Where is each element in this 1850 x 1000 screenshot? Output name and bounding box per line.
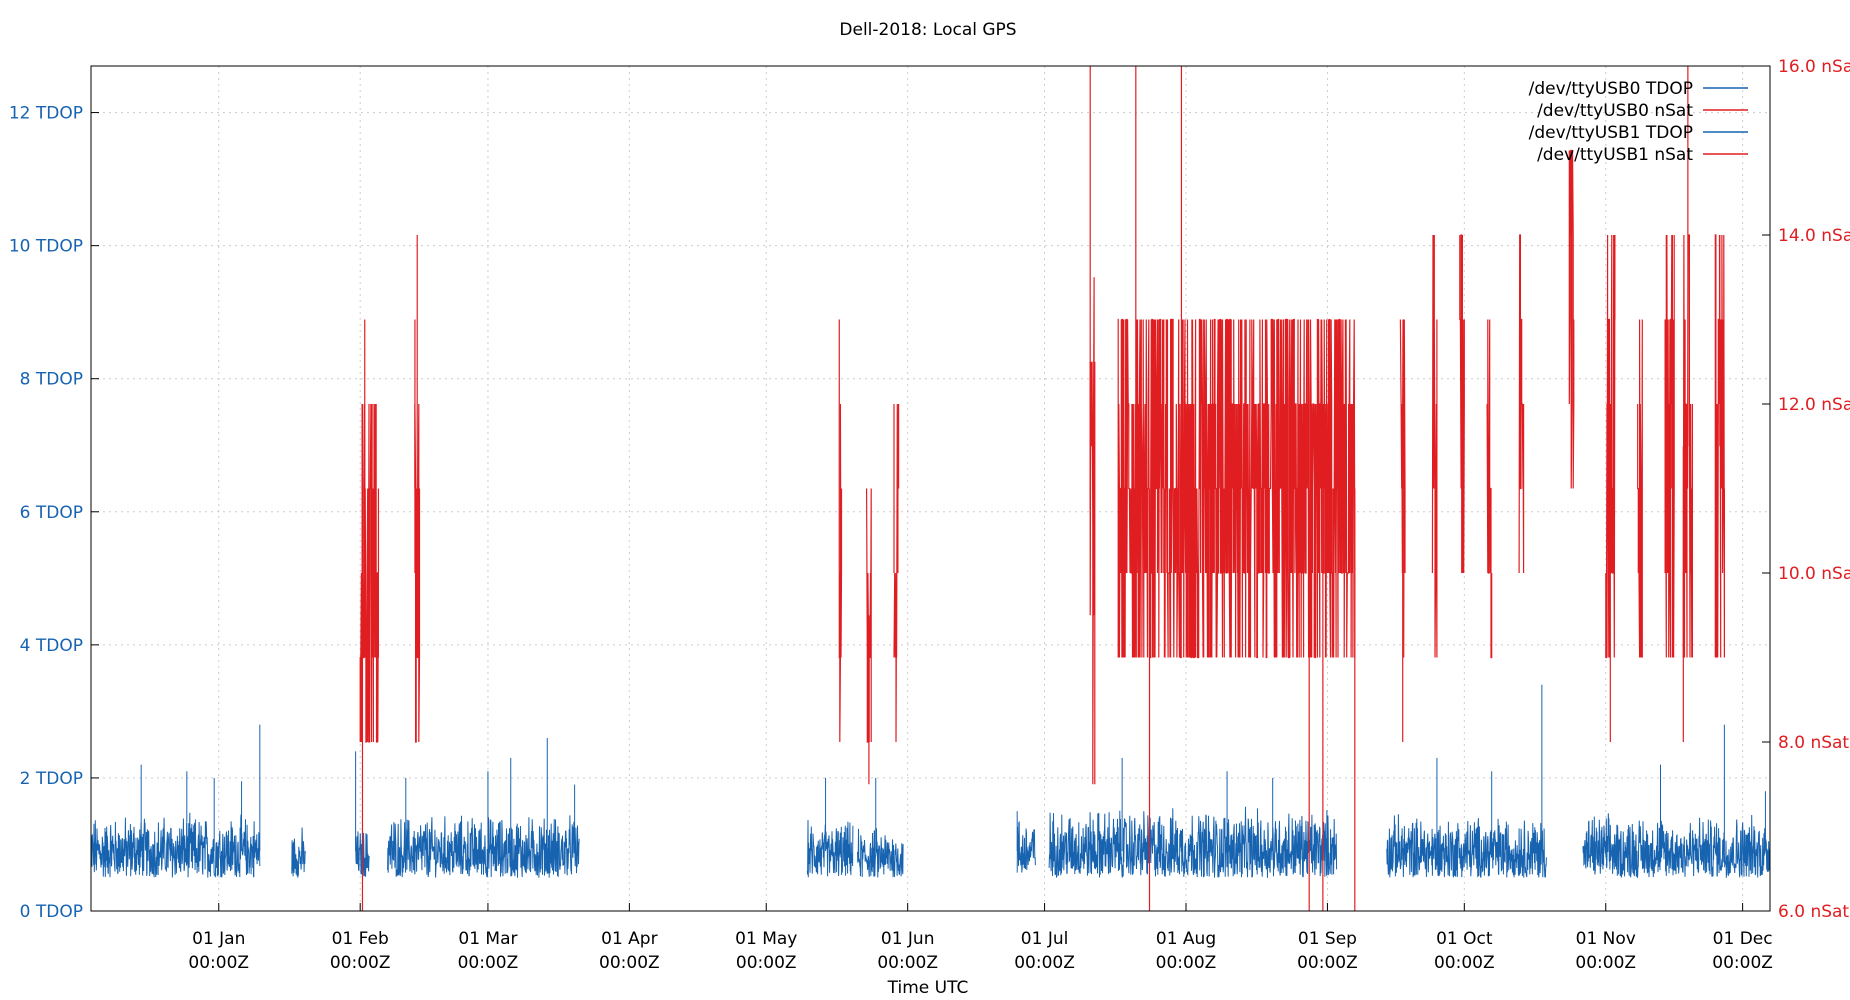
tdop-trace xyxy=(1016,821,1036,873)
y-left-tick-label: 8 TDOP xyxy=(20,370,83,390)
legend-label: /dev/ttyUSB0 TDOP xyxy=(1529,79,1693,99)
y-axis-left: 0 TDOP 2 TDOP 4 TDOP 6 TDOP 8 TDOP 10 TDOP 12 … xyxy=(9,104,99,922)
x-axis-label: Time UTC xyxy=(887,978,969,998)
tdop-trace xyxy=(857,828,904,878)
y-axis-right: 6.0 nSat 8.0 nSat 10.0 nSat 12.0 nSat 14.0 n… xyxy=(1762,57,1850,922)
nsat-trace xyxy=(1459,234,1465,574)
x-tick-sublabel: 00:00Z xyxy=(330,953,391,973)
x-tick-label: 01 Feb xyxy=(332,929,389,949)
x-tick-label: 01 Jul xyxy=(1021,929,1069,949)
x-tick-sublabel: 00:00Z xyxy=(1434,953,1495,973)
y-left-tick-label: 2 TDOP xyxy=(20,769,83,789)
y-right-tick-label: 12.0 nSat xyxy=(1778,395,1850,415)
nsat-trace xyxy=(1518,234,1525,574)
grid xyxy=(91,66,1770,911)
nsat-trace xyxy=(1399,319,1406,658)
x-tick-sublabel: 00:00Z xyxy=(1156,953,1217,973)
y-right-tick-label: 14.0 nSat xyxy=(1778,226,1850,246)
legend-label: /dev/ttyUSB0 nSat xyxy=(1537,101,1693,121)
tdop-trace xyxy=(387,815,580,878)
x-tick-label: 01 Nov xyxy=(1576,929,1636,949)
x-tick-sublabel: 00:00Z xyxy=(1575,953,1636,973)
x-tick-sublabel: 00:00Z xyxy=(1297,953,1358,973)
x-tick-label: 01 Sep xyxy=(1298,929,1357,949)
y-left-tick-label: 0 TDOP xyxy=(20,902,83,922)
tdop-trace xyxy=(291,827,306,878)
nsat-trace xyxy=(1637,319,1643,658)
nsat-trace xyxy=(1486,319,1493,659)
x-tick-sublabel: 00:00Z xyxy=(877,953,938,973)
x-tick-label: 01 Mar xyxy=(458,929,517,949)
x-tick-label: 01 Jan xyxy=(192,929,245,949)
legend-label: /dev/ttyUSB1 nSat xyxy=(1537,145,1693,165)
x-tick-label: 01 Jun xyxy=(881,929,935,949)
y-right-tick-label: 6.0 nSat xyxy=(1778,902,1849,922)
nsat-trace xyxy=(1431,234,1438,658)
tdop-trace xyxy=(90,812,261,878)
y-left-tick-label: 12 TDOP xyxy=(9,104,83,124)
x-tick-label: 01 Dec xyxy=(1713,929,1773,949)
y-left-tick-label: 6 TDOP xyxy=(20,503,83,523)
tdop-trace xyxy=(806,820,854,878)
y-right-tick-label: 16.0 nSat xyxy=(1778,57,1850,77)
y-right-tick-label: 10.0 nSat xyxy=(1778,564,1850,584)
nsat-series xyxy=(359,66,1726,911)
nsat-trace xyxy=(1089,277,1096,785)
x-axis: 01 Jan 00:00Z 01 Feb 00:00Z 01 Mar 00:00Z 01 A… xyxy=(188,903,1773,973)
plot-frame xyxy=(90,65,1771,912)
x-tick-label: 01 Apr xyxy=(601,929,657,949)
legend: /dev/ttyUSB0 TDOP/dev/ttyUSB0 nSat/dev/t… xyxy=(1529,79,1748,165)
legend-label: /dev/ttyUSB1 TDOP xyxy=(1529,123,1693,143)
x-tick-label: 01 May xyxy=(735,929,797,949)
nsat-trace xyxy=(1117,318,1356,659)
x-tick-label: 01 Oct xyxy=(1436,929,1493,949)
nsat-trace xyxy=(1568,149,1575,489)
nsat-trace xyxy=(893,403,900,743)
nsat-trace xyxy=(838,403,843,743)
x-tick-sublabel: 00:00Z xyxy=(599,953,660,973)
x-tick-sublabel: 00:00Z xyxy=(736,953,797,973)
tdop-trace xyxy=(1048,806,1338,878)
y-right-tick-label: 8.0 nSat xyxy=(1778,733,1849,753)
nsat-trace xyxy=(1605,234,1616,659)
x-tick-sublabel: 00:00Z xyxy=(458,953,519,973)
tdop-series xyxy=(90,684,1771,879)
x-tick-label: 01 Aug xyxy=(1156,929,1216,949)
y-left-tick-label: 4 TDOP xyxy=(20,636,83,656)
tdop-trace xyxy=(1582,813,1771,879)
x-tick-sublabel: 00:00Z xyxy=(1014,953,1075,973)
x-tick-sublabel: 00:00Z xyxy=(1712,953,1773,973)
x-tick-sublabel: 00:00Z xyxy=(188,953,249,973)
tdop-trace xyxy=(1386,814,1547,879)
y-left-tick-label: 10 TDOP xyxy=(9,237,83,257)
nsat-trace xyxy=(1664,234,1675,658)
chart-title: Dell-2018: Local GPS xyxy=(839,20,1016,40)
